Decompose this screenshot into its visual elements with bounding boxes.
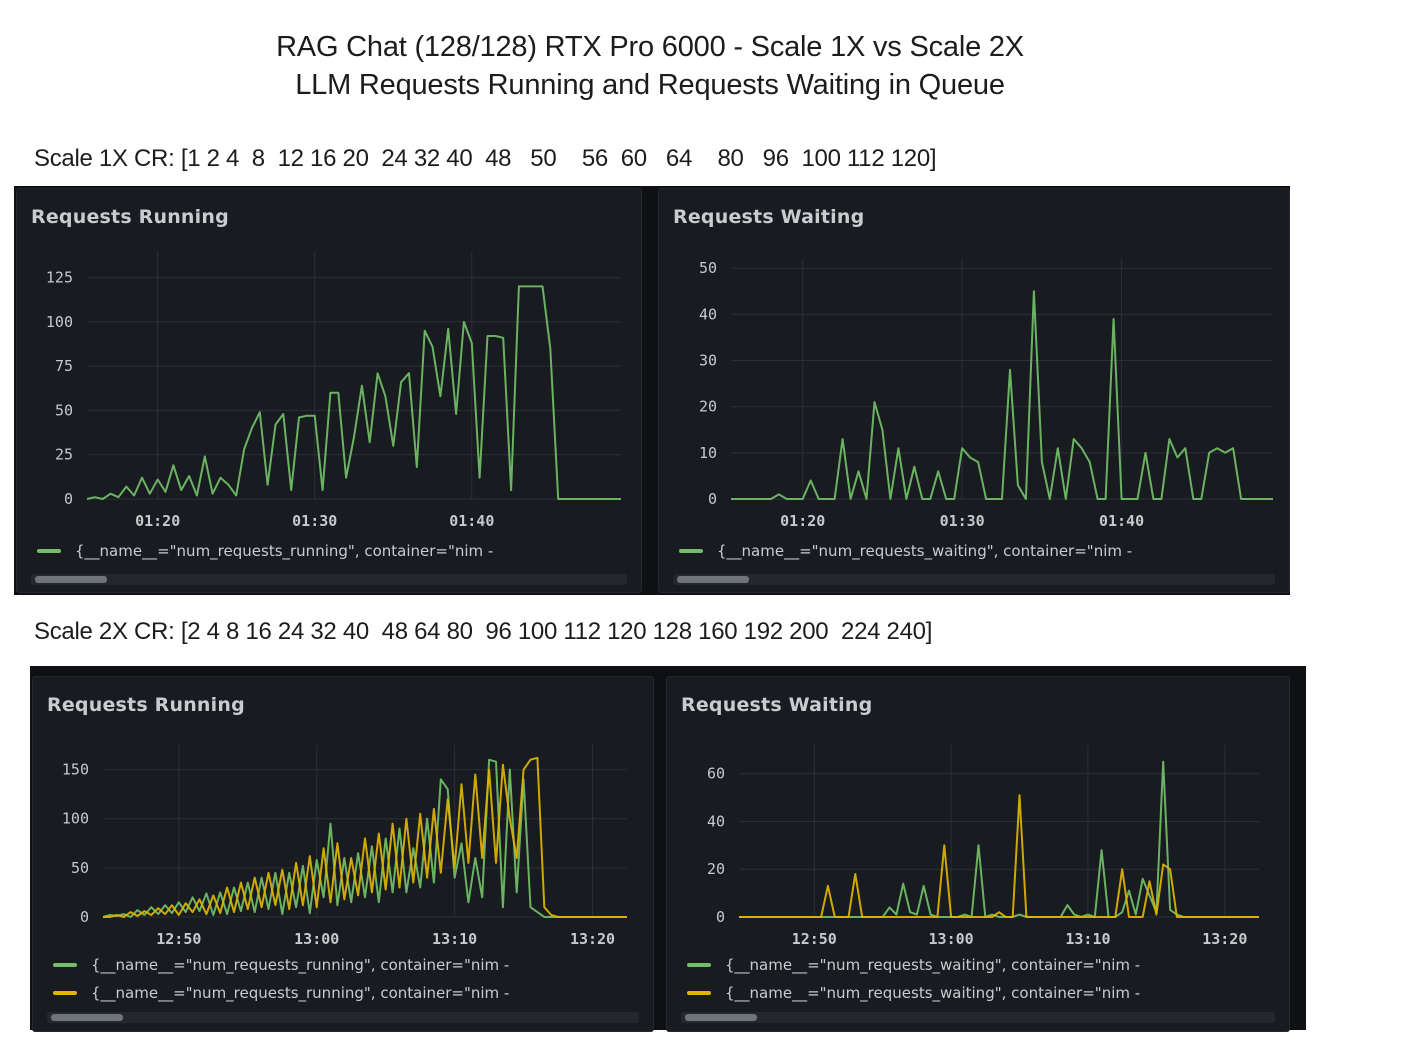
legend-scrollbar[interactable]	[47, 1012, 639, 1023]
s1-waiting-chart: 0 10 20 30 40 50 01:20 01:30 01:40	[699, 259, 1273, 530]
legend-label: {__name__="num_requests_running", contai…	[91, 956, 510, 974]
series-line-green	[731, 290, 1273, 500]
scroll-thumb[interactable]	[51, 1014, 123, 1021]
chart-title-line1: RAG Chat (128/128) RTX Pro 6000 - Scale …	[276, 31, 1024, 63]
legend-swatch-green	[679, 549, 703, 553]
y-tick-label: 50	[71, 859, 89, 877]
series-line-yellow	[739, 794, 1259, 918]
x-tick-label: 13:20	[570, 930, 615, 948]
y-tick-label: 0	[64, 490, 73, 508]
x-tick-label: 13:20	[1202, 930, 1247, 948]
legend-label: {__name__="num_requests_running", contai…	[91, 984, 510, 1002]
series-line-green	[739, 760, 1259, 918]
x-tick-label: 13:00	[294, 930, 339, 948]
panel-title: Requests Waiting	[681, 694, 873, 716]
legend-swatch-green	[53, 963, 77, 967]
x-tick-label: 12:50	[792, 930, 837, 948]
y-tick-label: 10	[699, 444, 717, 462]
y-tick-label: 60	[707, 765, 725, 783]
x-tick-label: 01:40	[449, 512, 494, 530]
legend-label: {__name__="num_requests_waiting", contai…	[725, 984, 1141, 1002]
y-tick-label: 150	[62, 761, 89, 779]
y-tick-label: 0	[708, 490, 717, 508]
s2-waiting-chart: 0 20 40 60 12:50 13:00 13:10 13:20	[707, 745, 1259, 948]
legend-swatch-green	[37, 549, 61, 553]
panel-title: Requests Running	[31, 206, 229, 228]
s1-running-panel: Requests Running 0 25 50 75 100 125 01:20 01:30…	[16, 188, 642, 593]
panel-title: Requests Running	[47, 694, 245, 716]
legend-scrollbar[interactable]	[681, 1012, 1275, 1023]
x-tick-label: 13:10	[1065, 930, 1110, 948]
scroll-thumb[interactable]	[685, 1014, 757, 1021]
scale2x-concurrency-label: Scale 2X CR: [2 4 8 16 24 32 40 48 64 80…	[34, 618, 933, 645]
s1-waiting-panel: Requests Waiting 0 10 20 30 40 50 01:20 01:30 01…	[658, 188, 1290, 593]
y-tick-label: 0	[716, 908, 725, 926]
legend-entry[interactable]: {__name__="num_requests_waiting", contai…	[687, 983, 1140, 1003]
scale1x-dashboard: Requests Running 0 25 50 75 100 125 01:20 01:30…	[14, 186, 1290, 595]
legend-entry[interactable]: {__name__="num_requests_running", contai…	[37, 541, 493, 561]
scroll-thumb[interactable]	[677, 576, 749, 583]
x-tick-label: 13:00	[929, 930, 974, 948]
legend-swatch-yellow	[687, 991, 711, 995]
s2-waiting-panel: Requests Waiting 0 20 40 60 12:50 13:00 13:10 1…	[666, 676, 1290, 1032]
legend-label: {__name__="num_requests_waiting", contai…	[725, 956, 1141, 974]
s1-running-chart: 0 25 50 75 100 125 01:20 01:30 01:40	[46, 251, 621, 530]
y-tick-label: 0	[80, 908, 89, 926]
legend-label: {__name__="num_requests_running", contai…	[75, 542, 494, 560]
x-tick-label: 01:30	[940, 512, 985, 530]
chart-title-line2: LLM Requests Running and Requests Waitin…	[295, 69, 1005, 101]
x-tick-label: 01:20	[780, 512, 825, 530]
x-tick-label: 01:20	[135, 512, 180, 530]
x-tick-label: 13:10	[432, 930, 477, 948]
legend-entry[interactable]: {__name__="num_requests_running", contai…	[53, 983, 509, 1003]
y-tick-label: 75	[55, 357, 73, 375]
scale2x-dashboard: Requests Running 0 50 100 150 12:50 13:00 13:1…	[30, 666, 1306, 1032]
s2-running-chart: 0 50 100 150 12:50 13:00 13:10 13:20	[62, 745, 627, 948]
y-tick-label: 125	[46, 269, 73, 287]
series-line-green	[102, 758, 627, 918]
scroll-thumb[interactable]	[35, 576, 107, 583]
s2-running-panel: Requests Running 0 50 100 150 12:50 13:00 13:1…	[32, 676, 654, 1032]
legend-entry[interactable]: {__name__="num_requests_running", contai…	[53, 955, 509, 975]
legend-entry[interactable]: {__name__="num_requests_waiting", contai…	[687, 955, 1140, 975]
legend-scrollbar[interactable]	[673, 574, 1275, 585]
legend-label: {__name__="num_requests_waiting", contai…	[717, 542, 1133, 560]
y-tick-label: 50	[55, 401, 73, 419]
y-tick-label: 100	[62, 810, 89, 828]
legend-entry[interactable]: {__name__="num_requests_waiting", contai…	[679, 541, 1132, 561]
y-tick-label: 100	[46, 313, 73, 331]
y-tick-label: 40	[699, 305, 717, 323]
legend-swatch-green	[687, 963, 711, 967]
y-tick-label: 20	[699, 398, 717, 416]
scale1x-concurrency-label: Scale 1X CR: [1 2 4 8 12 16 20 24 32 40 …	[34, 145, 937, 172]
y-tick-label: 20	[707, 860, 725, 878]
series-line-yellow	[103, 756, 627, 918]
x-tick-label: 01:40	[1099, 512, 1144, 530]
y-tick-label: 30	[699, 352, 717, 370]
y-tick-label: 25	[55, 446, 73, 464]
x-tick-label: 12:50	[156, 930, 201, 948]
series-line-green	[86, 285, 621, 500]
x-tick-label: 01:30	[292, 512, 337, 530]
legend-swatch-yellow	[53, 991, 77, 995]
panel-title: Requests Waiting	[673, 206, 865, 228]
y-tick-label: 50	[699, 259, 717, 277]
legend-scrollbar[interactable]	[31, 574, 627, 585]
y-tick-label: 40	[707, 812, 725, 830]
